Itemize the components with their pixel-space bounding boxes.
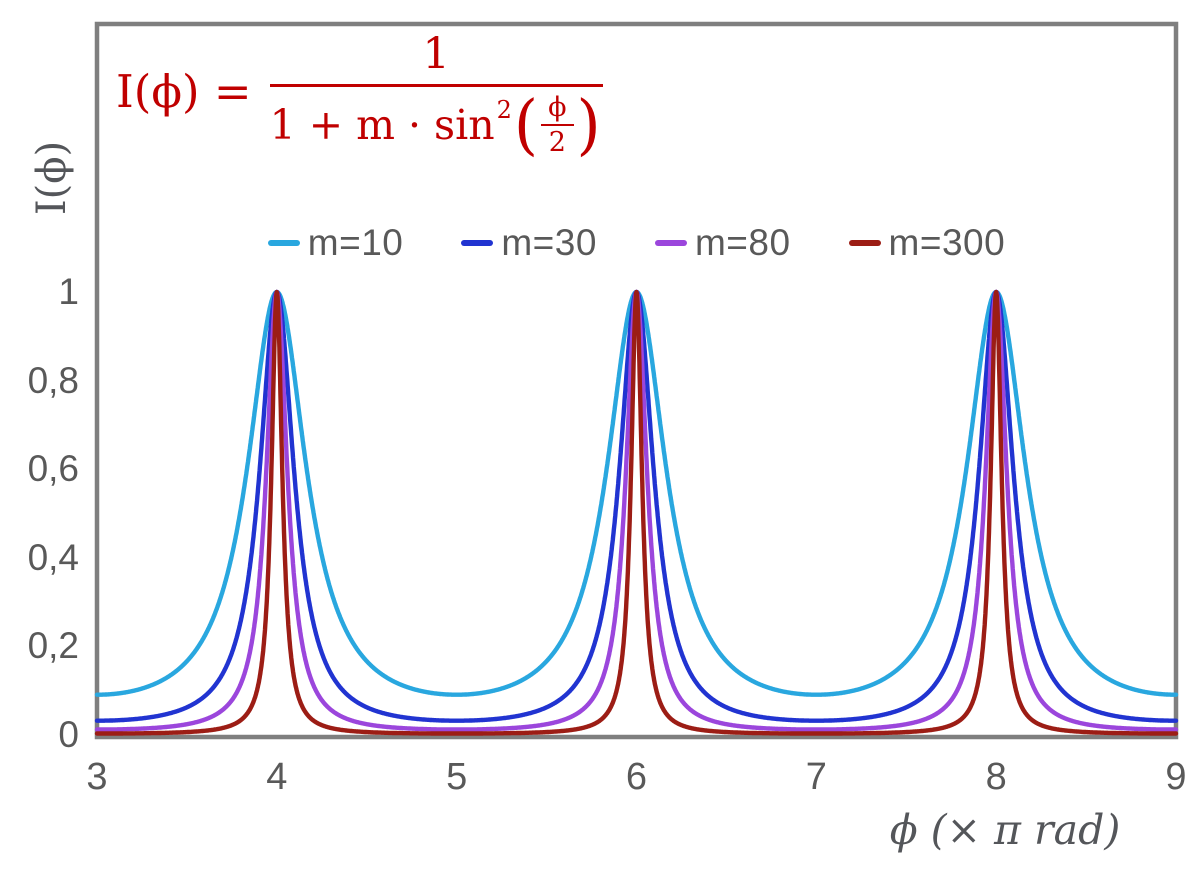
formula-numerator: 1 — [269, 31, 603, 88]
inner-fraction: ϕ 2 — [541, 93, 574, 159]
legend-line-swatch — [848, 240, 881, 246]
intensity-formula: I(ϕ) = 1 1 + m · sin 2 ( ϕ 2 ) — [116, 31, 603, 164]
y-axis-title: I(ϕ) — [29, 140, 75, 216]
legend-label: m=80 — [694, 222, 791, 263]
curve-m-80 — [94, 289, 1179, 732]
x-tick-label: 5 — [446, 756, 468, 798]
x-tick-label: 9 — [1165, 756, 1187, 798]
curve-m-30 — [94, 289, 1179, 723]
x-tick-label: 7 — [805, 756, 827, 798]
y-tick-label: 0,2 — [27, 625, 79, 667]
y-tick-label: 0 — [58, 714, 79, 755]
curve-m-300 — [94, 289, 1179, 736]
x-tick-label: 6 — [625, 756, 648, 798]
formula-fraction: 1 1 + m · sin 2 ( ϕ 2 ) — [269, 31, 603, 164]
legend-label: m=300 — [888, 222, 1006, 263]
x-tick-label: 8 — [985, 756, 1007, 798]
y-tick-label: 1 — [58, 271, 79, 312]
inner-fraction-numerator: ϕ — [541, 93, 574, 127]
inner-fraction-denominator: 2 — [548, 127, 566, 159]
open-paren: ( — [513, 86, 539, 164]
close-paren: ) — [576, 86, 601, 164]
x-tick-label: 3 — [86, 756, 108, 798]
legend-line-swatch — [461, 240, 494, 246]
formula-lhs: I(ϕ) = — [116, 64, 252, 118]
formula-denominator: 1 + m · sin 2 ( ϕ 2 ) — [269, 86, 603, 164]
legend-line-swatch — [654, 240, 687, 246]
formula-exponent: 2 — [496, 96, 512, 125]
x-axis-title: ϕ (× π rad) — [889, 806, 1121, 854]
legend-item-m-300: m=300 — [848, 222, 1006, 264]
legend-item-m-80: m=80 — [654, 222, 791, 264]
y-tick-label: 0,4 — [27, 536, 79, 578]
legend-item-m-30: m=30 — [461, 222, 597, 264]
y-tick-label: 0,8 — [27, 359, 79, 401]
legend-line-swatch — [267, 240, 300, 246]
plot-border — [94, 21, 1179, 740]
formula-denominator-text: 1 + m · sin — [269, 100, 495, 149]
legend-item-m-10: m=10 — [267, 222, 404, 264]
legend-label: m=30 — [501, 222, 597, 263]
legend: m=10 m=30 m=80 m=300 — [97, 222, 1176, 264]
x-tick-label: 4 — [266, 756, 288, 798]
legend-label: m=10 — [307, 222, 404, 263]
y-tick-label: 0,6 — [27, 448, 79, 490]
